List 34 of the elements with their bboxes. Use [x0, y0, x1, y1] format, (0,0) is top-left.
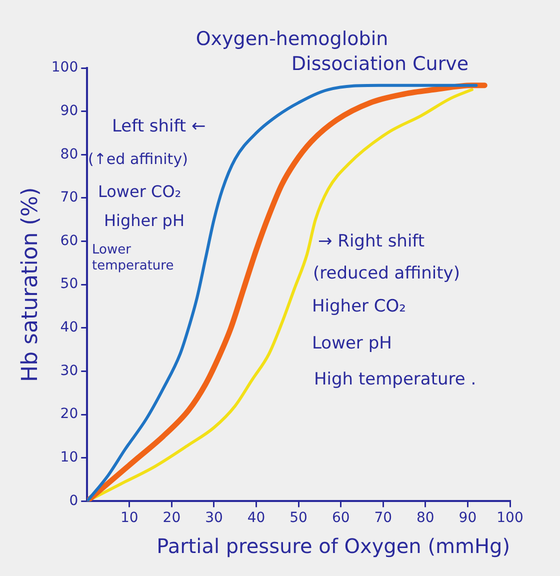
- x-tick-label: 40: [247, 510, 266, 526]
- chart-title: Oxygen-hemoglobin Dissociation Curve: [196, 28, 469, 75]
- x-tick-label: 100: [496, 510, 524, 526]
- y-tick-label: 60: [60, 232, 78, 249]
- x-tick-label: 20: [162, 510, 181, 526]
- x-tick-label: 70: [374, 510, 392, 526]
- y-tick-label: 10: [60, 450, 78, 466]
- annotation: Left shift ←: [112, 116, 206, 136]
- x-axis-title: Partial pressure of Oxygen (mmHg): [156, 534, 510, 558]
- x-tick-label: 60: [332, 510, 350, 526]
- annotation: Higher pH: [104, 211, 184, 230]
- y-tick-label: 40: [60, 320, 78, 336]
- y-tick-label: 30: [60, 362, 78, 379]
- y-axis-title: Hb saturation (%): [18, 187, 43, 382]
- annotation: Lower CO₂: [98, 182, 182, 202]
- annotation: Higher CO₂: [312, 296, 406, 316]
- y-tick-label: 20: [60, 406, 78, 422]
- y-tick-label: 70: [60, 190, 78, 206]
- y-tick-label: 50: [60, 276, 78, 292]
- annotation: Lower temperature: [92, 242, 174, 274]
- y-tick-label: 90: [60, 102, 78, 119]
- x-tick-label: 50: [290, 510, 308, 526]
- y-tick-label: 80: [60, 146, 78, 162]
- annotation: Lower pH: [312, 333, 392, 354]
- x-tick-label: 30: [205, 510, 223, 526]
- y-tick-label: 100: [51, 60, 78, 76]
- annotation: → Right shift: [318, 231, 425, 252]
- x-tick-label: 90: [458, 510, 477, 526]
- x-tick-label: 10: [120, 510, 138, 526]
- annotation: (↑ed affinity): [88, 150, 188, 168]
- annotation: High temperature .: [314, 369, 476, 390]
- y-tick-label: 0: [69, 492, 78, 509]
- x-tick-label: 80: [416, 510, 434, 526]
- annotation: (reduced affinity): [313, 263, 460, 284]
